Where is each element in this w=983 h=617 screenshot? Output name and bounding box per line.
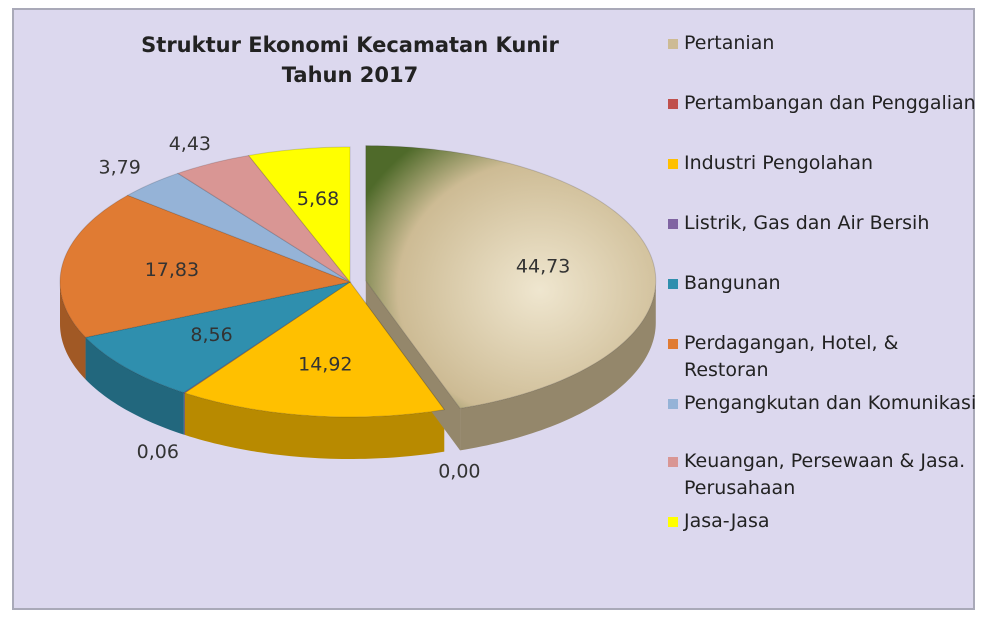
legend-item: Pertambangan dan Penggalian (668, 90, 979, 117)
pie-slice (365, 145, 657, 409)
legend-swatch (668, 99, 678, 109)
legend-label: Keuangan, Persewaan & Jasa. Perusahaan (684, 450, 966, 499)
slice-side (184, 392, 445, 459)
legend-item: Perdagangan, Hotel, & Restoran (668, 330, 979, 384)
data-label: 4,43 (169, 133, 211, 155)
pie-slice (183, 281, 446, 418)
data-label: 0,06 (137, 441, 179, 463)
legend-item: Pertanian (668, 30, 979, 57)
pie-slice (59, 194, 352, 338)
data-label: 0,00 (438, 461, 480, 483)
legend-label: Pertanian (684, 32, 775, 54)
legend-swatch (668, 517, 678, 527)
slice-side (60, 282, 86, 380)
pie-slice (84, 281, 351, 394)
legend-label: Listrik, Gas dan Air Bersih (684, 212, 930, 234)
legend-swatch (668, 39, 678, 49)
legend-label: Industri Pengolahan (684, 152, 874, 174)
legend-label: Pertambangan dan Penggalian (684, 92, 976, 114)
data-label: 14,92 (298, 353, 352, 375)
slice-side (460, 280, 656, 451)
legend-label: Bangunan (684, 272, 781, 294)
pie-slice (349, 281, 445, 410)
legend-item: Keuangan, Persewaan & Jasa. Perusahaan (668, 448, 979, 502)
legend-swatch (668, 219, 678, 229)
legend-swatch (668, 399, 678, 409)
legend-item: Bangunan (668, 270, 979, 297)
legend-label: Jasa-Jasa (684, 510, 770, 532)
legend-item: Listrik, Gas dan Air Bersih (668, 210, 979, 237)
legend-label: Perdagangan, Hotel, & Restoran (684, 332, 899, 381)
legend-item: Pengangkutan dan Komunikasi (668, 390, 979, 417)
data-label: 44,73 (516, 255, 570, 277)
data-label: 17,83 (145, 259, 199, 281)
slice-side (183, 392, 185, 435)
legend-item: Jasa-Jasa (668, 508, 979, 535)
legend-swatch (668, 457, 678, 467)
slice-side (85, 337, 184, 435)
legend-swatch (668, 339, 678, 349)
legend-swatch (668, 279, 678, 289)
legend-swatch (668, 159, 678, 169)
data-label: 8,56 (190, 324, 232, 346)
legend-label: Pengangkutan dan Komunikasi (684, 392, 977, 414)
legend-item: Industri Pengolahan (668, 150, 979, 177)
data-label: 5,68 (297, 188, 339, 210)
data-label: 3,79 (98, 156, 140, 178)
pie-slice (247, 146, 351, 284)
chart-title: Struktur Ekonomi Kecamatan Kunir Tahun 2… (141, 33, 559, 87)
pie-slice (126, 172, 351, 283)
pie-slice (176, 154, 351, 283)
